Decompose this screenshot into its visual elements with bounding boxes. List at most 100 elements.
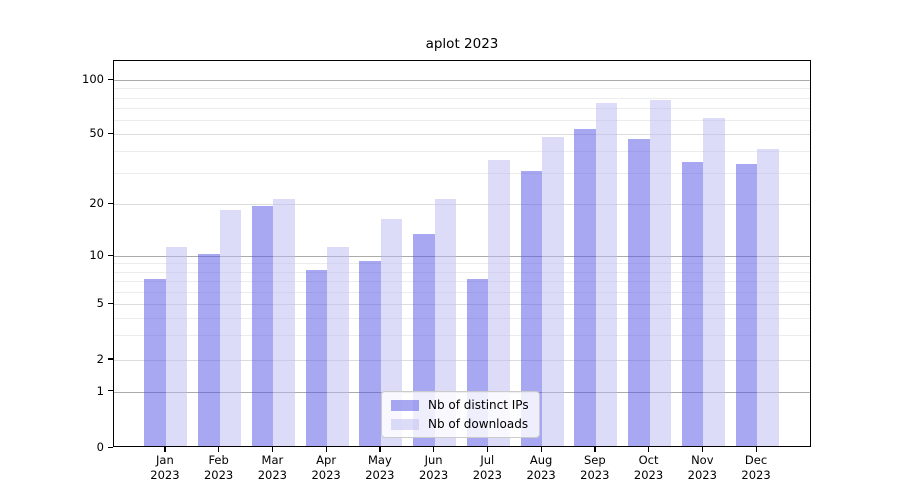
x-tick-mark <box>701 447 704 452</box>
gridline-10 <box>114 256 810 257</box>
bar-downloads-sep <box>595 102 618 446</box>
bar-ips-dec <box>735 164 757 446</box>
y-tick-mark <box>108 302 113 305</box>
y-tick-mark <box>108 358 113 360</box>
bar-ips-nov <box>681 161 704 446</box>
x-tick-label: Feb 2023 <box>191 453 247 483</box>
x-tick-label: Oct 2023 <box>621 453 677 483</box>
x-tick-label-line: Sep <box>583 453 606 467</box>
y-tick-mark <box>108 132 113 135</box>
bar-ips-may <box>359 261 381 446</box>
x-tick-mark <box>164 447 166 452</box>
bar-downloads-may <box>380 219 403 446</box>
x-tick-label-line: 2023 <box>150 468 180 482</box>
y-tick-label: 20 <box>89 196 104 211</box>
y-tick-label: 5 <box>96 296 104 311</box>
x-tick-label-line: 2023 <box>687 468 717 482</box>
x-tick-label-line: Apr <box>316 453 337 467</box>
gridline-9 <box>114 263 810 265</box>
x-tick-label-line: 2023 <box>418 468 449 482</box>
x-tick-label: Jul 2023 <box>459 453 515 483</box>
bar-downloads-mar <box>273 198 295 446</box>
gridline-70 <box>114 107 810 109</box>
x-tick-label: Sep 2023 <box>567 453 623 483</box>
bar-downloads-jan <box>165 246 188 446</box>
x-tick-mark <box>594 447 596 452</box>
y-tick-mark <box>108 254 113 256</box>
x-tick-mark <box>648 447 650 452</box>
legend-label: Nb of distinct IPs <box>428 398 529 412</box>
x-tick-label: Mar 2023 <box>244 453 300 483</box>
plot-area: Nb of distinct IPs Nb of downloads <box>113 60 811 447</box>
x-tick-mark <box>486 447 489 452</box>
x-tick-mark <box>540 447 542 452</box>
x-tick-label-line: 2023 <box>257 468 288 482</box>
gridline-4 <box>114 317 810 319</box>
y-tick-mark <box>108 78 113 80</box>
bar-downloads-jun <box>434 198 457 446</box>
y-tick-label: 100 <box>82 72 104 86</box>
gridline-20 <box>114 204 810 206</box>
x-tick-label-line: Jan <box>156 453 174 467</box>
y-tick-mark <box>108 390 113 392</box>
bar-ips-aug <box>520 171 543 446</box>
bar-downloads-nov <box>703 118 725 446</box>
gridline-3 <box>114 335 810 337</box>
gridline-2 <box>114 360 810 361</box>
x-tick-label: Dec 2023 <box>728 453 784 483</box>
x-tick-label-line: 2023 <box>580 468 610 482</box>
bar-ips-mar <box>251 206 274 446</box>
x-tick-label: Jun 2023 <box>406 453 462 483</box>
x-tick-label: Nov 2023 <box>674 453 730 483</box>
y-tick-mark <box>108 202 113 205</box>
x-tick-label-line: May <box>367 453 392 467</box>
x-tick-label-line: Mar <box>261 453 284 467</box>
x-tick-label-line: 2023 <box>633 468 664 482</box>
x-tick-label-line: 2023 <box>741 468 771 482</box>
gridline-8 <box>114 271 810 273</box>
bar-downloads-feb <box>219 210 242 446</box>
bar-downloads-dec <box>757 149 779 446</box>
legend-row: Nb of downloads <box>391 417 529 431</box>
gridline-5 <box>114 304 810 306</box>
x-tick-mark <box>271 447 274 452</box>
x-tick-label-line: Jul <box>480 453 495 467</box>
bar-ips-oct <box>628 138 650 446</box>
gridline-90 <box>114 88 810 90</box>
gridline-30 <box>114 173 810 175</box>
y-tick-mark <box>108 446 113 448</box>
legend-swatch <box>391 399 419 411</box>
x-tick-label: May 2023 <box>352 453 408 483</box>
x-tick-label-line: Nov <box>691 453 714 467</box>
bar-downloads-jul <box>488 159 510 446</box>
x-tick-mark <box>379 447 381 452</box>
bar-ips-sep <box>574 129 596 446</box>
x-tick-label-line: Oct <box>638 453 659 467</box>
x-tick-mark <box>433 447 435 452</box>
x-tick-label-line: 2023 <box>526 468 556 482</box>
x-tick-label-line: 2023 <box>203 468 234 482</box>
gridline-80 <box>114 97 810 99</box>
legend-label: Nb of downloads <box>428 417 529 431</box>
bar-ips-feb <box>198 254 220 446</box>
x-tick-label: Apr 2023 <box>298 453 354 483</box>
chart-title: aplot 2023 <box>425 36 499 52</box>
x-tick-mark <box>325 447 327 452</box>
gridline-6 <box>114 291 810 293</box>
gridline-60 <box>114 120 810 121</box>
x-tick-mark <box>755 447 757 452</box>
gridline-40 <box>114 151 810 153</box>
x-tick-label-line: Aug <box>529 453 553 467</box>
x-tick-label-line: 2023 <box>472 468 502 482</box>
x-tick-label-line: 2023 <box>311 468 341 482</box>
x-tick-mark <box>218 447 220 452</box>
bar-ips-apr <box>305 269 328 446</box>
bar-downloads-apr <box>327 246 349 446</box>
legend-row: Nb of distinct IPs <box>391 398 529 412</box>
x-tick-label: Jan 2023 <box>137 453 193 483</box>
y-tick-label: 0 <box>96 440 104 454</box>
x-tick-label-line: Feb <box>208 453 229 467</box>
gridline-50 <box>114 134 810 136</box>
x-tick-label-line: 2023 <box>365 468 395 482</box>
